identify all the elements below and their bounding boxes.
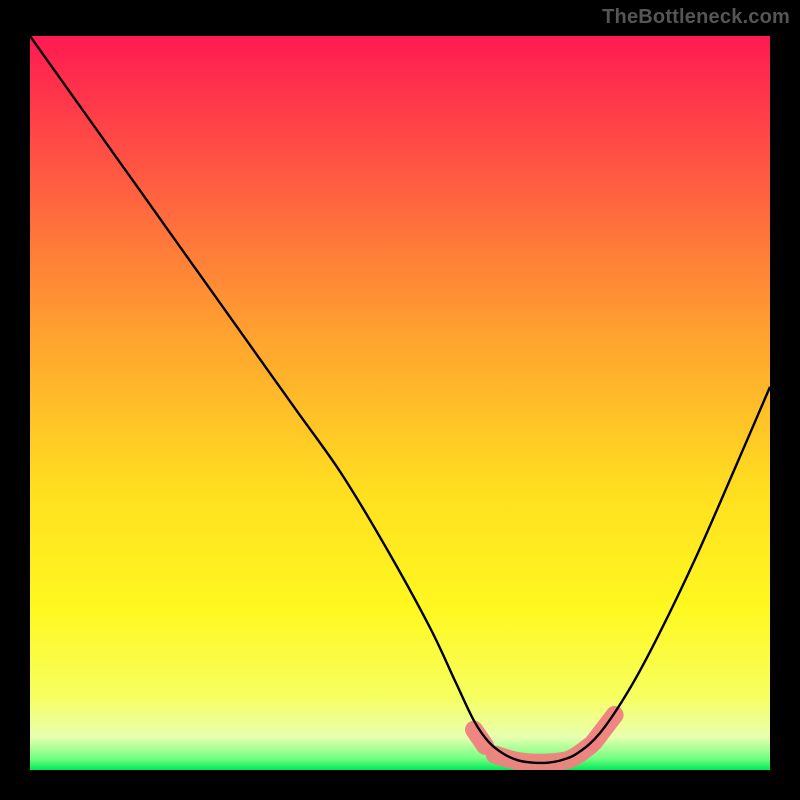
- bottleneck-chart: [0, 0, 800, 800]
- chart-container: TheBottleneck.com: [0, 0, 800, 800]
- plot-background: [30, 36, 770, 770]
